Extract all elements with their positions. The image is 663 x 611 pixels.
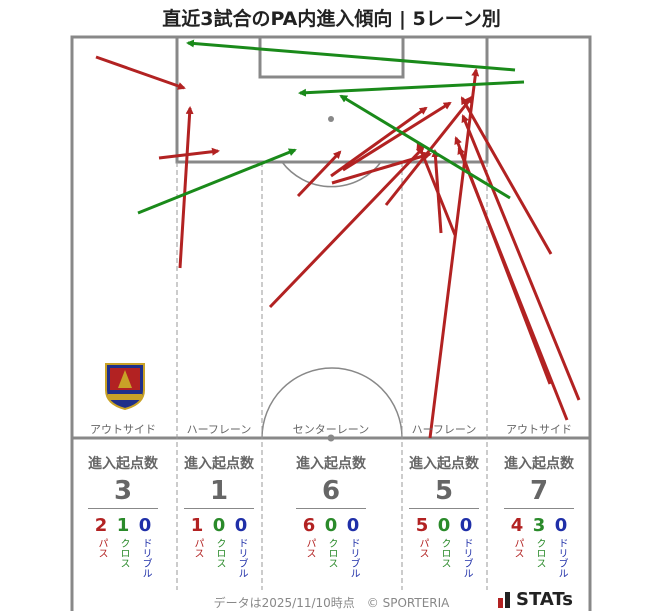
lane-stats-divider xyxy=(88,508,158,509)
lane-stats-total: 5 xyxy=(434,476,454,506)
lane-stats-total: 3 xyxy=(113,476,133,506)
entry-arrows xyxy=(95,39,581,439)
goal-area xyxy=(258,35,405,79)
brand-logo: STATs xyxy=(498,589,573,610)
pass-count: 5 xyxy=(415,515,429,536)
pass-arrow xyxy=(384,95,474,206)
pass-arrow xyxy=(95,55,186,90)
dribble-count: 0 xyxy=(234,515,248,536)
lane-stats-header: 進入起点数 xyxy=(184,456,254,472)
brand-name: STATs xyxy=(516,589,573,610)
pass-arrow xyxy=(431,149,443,234)
cross-label: クロス xyxy=(534,538,545,568)
pass-arrow xyxy=(296,150,342,198)
pass-arrow xyxy=(460,96,553,255)
lane-label-halflane-left: ハーフレーン xyxy=(186,423,252,436)
cross-arrow xyxy=(339,94,511,200)
lane-label-halflane-right: ハーフレーン xyxy=(411,423,477,436)
pass-arrow xyxy=(330,106,428,178)
lane-stats-breakdown: 2 パス 1 クロス 0 ドリブル xyxy=(78,515,168,578)
dribble-count: 0 xyxy=(459,515,473,536)
lane-stats-divider xyxy=(184,508,254,509)
lane-stats-breakdown: 1 パス 0 クロス 0 ドリブル xyxy=(174,515,264,578)
dribble-count: 0 xyxy=(554,515,568,536)
pass-label: パス xyxy=(304,538,315,558)
dribble-label: ドリブル xyxy=(140,538,151,578)
pass-count: 1 xyxy=(190,515,204,536)
lane-label-outside-right: アウトサイド xyxy=(506,423,572,436)
team-crest-icon xyxy=(105,363,145,410)
cross-arrow xyxy=(137,148,297,215)
pass-arrow xyxy=(428,68,480,439)
pass-count: 4 xyxy=(510,515,524,536)
pass-arrow xyxy=(331,151,432,185)
lane-stats-header: 進入起点数 xyxy=(504,456,574,472)
dribble-count: 0 xyxy=(346,515,360,536)
cross-label: クロス xyxy=(214,538,225,568)
lane-stats-breakdown: 6 パス 0 クロス 0 ドリブル xyxy=(286,515,376,578)
pass-label: パス xyxy=(417,538,428,558)
pass-arrow xyxy=(158,147,220,160)
cross-count: 3 xyxy=(532,515,546,536)
lane-stats-breakdown: 4 パス 3 クロス 0 ドリブル xyxy=(494,515,584,578)
lane-stats-divider xyxy=(504,508,574,509)
pass-arrow xyxy=(268,146,425,309)
pass-label: パス xyxy=(192,538,203,558)
center-spot xyxy=(327,434,335,442)
pass-arrow xyxy=(457,146,569,421)
lane-stats-breakdown: 5 パス 0 クロス 0 ドリブル xyxy=(399,515,489,578)
lane-label-outside-left: アウトサイド xyxy=(90,423,156,436)
cross-count: 1 xyxy=(116,515,130,536)
lane-label-center: センターレーン xyxy=(292,423,370,436)
cross-arrow xyxy=(186,39,516,72)
brand-mark-icon xyxy=(498,591,510,608)
dribble-label: ドリブル xyxy=(556,538,567,578)
dribble-label: ドリブル xyxy=(461,538,472,578)
pass-count: 6 xyxy=(302,515,316,536)
dribble-label: ドリブル xyxy=(236,538,247,578)
pass-arrow xyxy=(461,114,581,401)
lane-stats-divider xyxy=(296,508,366,509)
lane-stats-divider xyxy=(409,508,479,509)
pass-label: パス xyxy=(512,538,523,558)
lane-stats-total: 6 xyxy=(321,476,341,506)
lane-stats-total: 7 xyxy=(529,476,549,506)
center-circle xyxy=(261,367,403,439)
footer-credit: データは2025/11/10時点 © SPORTERIA xyxy=(213,596,450,610)
lane-stats-header: 進入起点数 xyxy=(409,456,479,472)
cross-count: 0 xyxy=(212,515,226,536)
lane-stats-header: 進入起点数 xyxy=(296,456,366,472)
pass-count: 2 xyxy=(94,515,108,536)
lane-dividers xyxy=(176,162,488,590)
pass-arrow xyxy=(178,106,194,269)
cross-arrow xyxy=(298,80,525,97)
pass-label: パス xyxy=(96,538,107,558)
penalty-spot xyxy=(328,116,334,122)
pass-arrow xyxy=(342,101,452,172)
cross-count: 0 xyxy=(437,515,451,536)
lane-stats-total: 1 xyxy=(209,476,229,506)
cross-label: クロス xyxy=(118,538,129,568)
chart-title: 直近3試合のPA内進入傾向 | 5レーン別 xyxy=(162,8,501,30)
dribble-label: ドリブル xyxy=(348,538,359,578)
lane-stats-header: 進入起点数 xyxy=(88,456,158,472)
cross-label: クロス xyxy=(326,538,337,568)
cross-count: 0 xyxy=(324,515,338,536)
cross-label: クロス xyxy=(439,538,450,568)
dribble-count: 0 xyxy=(138,515,152,536)
